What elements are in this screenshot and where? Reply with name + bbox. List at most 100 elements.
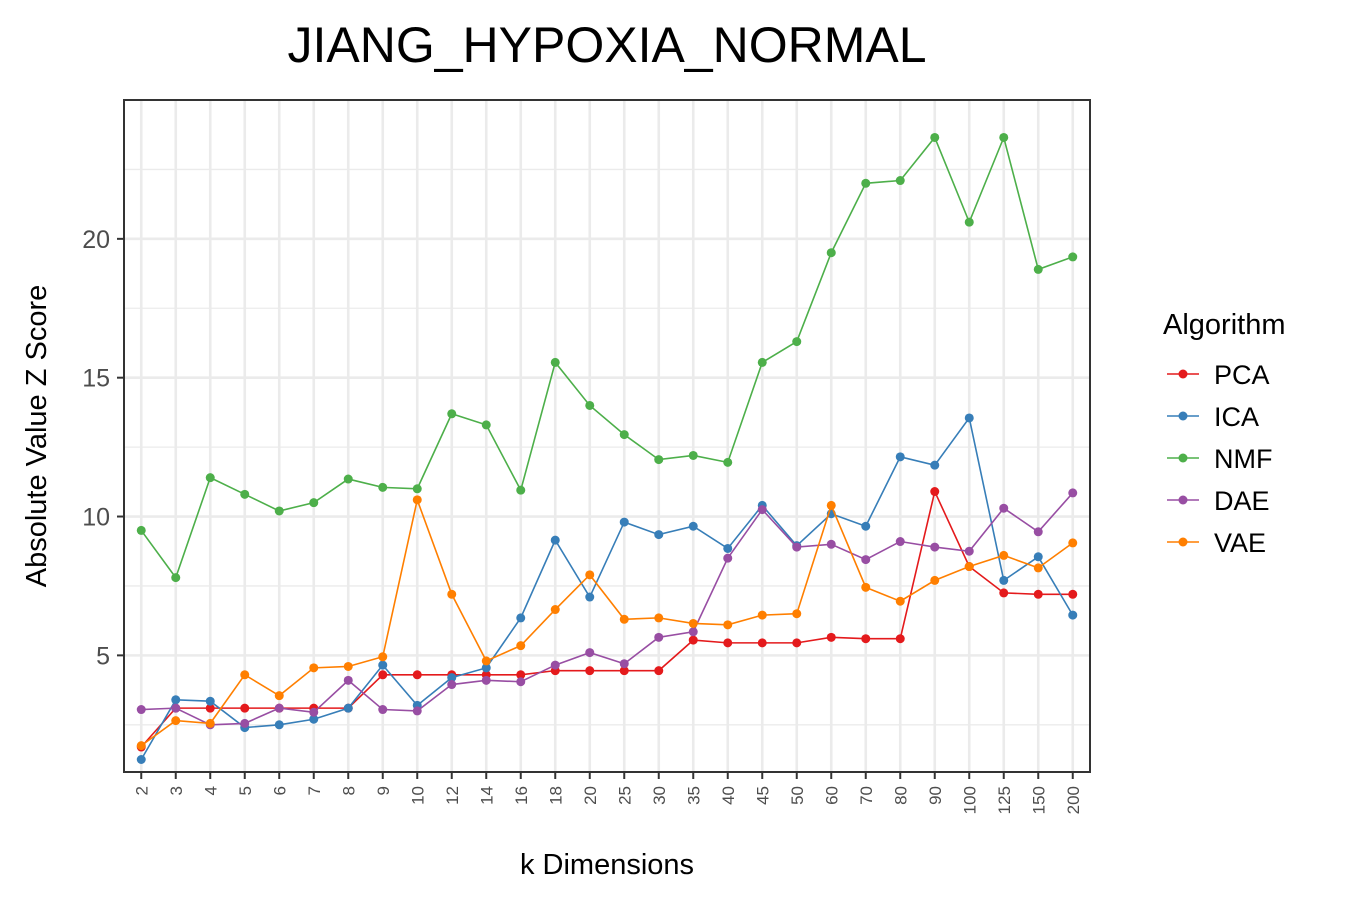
x-tick-label: 100 — [960, 786, 979, 814]
x-tick-label: 5 — [236, 786, 255, 795]
data-point — [895, 452, 905, 462]
data-point — [723, 457, 733, 467]
data-point — [550, 357, 560, 367]
data-point — [343, 675, 353, 685]
data-point — [619, 614, 629, 624]
data-point — [412, 670, 422, 680]
x-tick-label: 18 — [546, 786, 565, 805]
data-point — [205, 703, 215, 713]
data-point — [861, 555, 871, 565]
data-point — [895, 537, 905, 547]
data-point — [964, 546, 974, 556]
legend-item: PCA — [1167, 360, 1270, 390]
data-point — [550, 605, 560, 615]
data-point — [930, 487, 940, 497]
data-point — [826, 500, 836, 510]
legend-label: PCA — [1214, 360, 1270, 390]
series-line — [140, 489, 1073, 748]
data-point — [861, 582, 871, 592]
legend-marker — [1178, 537, 1188, 547]
data-point — [1068, 589, 1078, 599]
data-point — [654, 632, 664, 642]
x-tick-label: 150 — [1029, 786, 1048, 814]
x-tick-label: 16 — [512, 786, 531, 805]
data-point — [757, 505, 767, 515]
data-point — [654, 455, 664, 465]
data-point — [136, 755, 146, 765]
legend-marker — [1178, 411, 1188, 421]
data-point — [930, 460, 940, 470]
data-point — [309, 714, 319, 724]
data-point — [1033, 552, 1043, 562]
x-tick-label: 200 — [1064, 786, 1083, 814]
data-point — [1033, 589, 1043, 599]
data-point — [619, 517, 629, 527]
data-point — [171, 703, 181, 713]
data-point — [412, 495, 422, 505]
x-tick-label: 3 — [167, 786, 186, 795]
data-point — [930, 132, 940, 142]
data-point — [654, 666, 664, 676]
data-point — [585, 648, 595, 658]
data-point — [999, 132, 1009, 142]
x-tick-label: 12 — [443, 786, 462, 805]
data-point — [1068, 538, 1078, 548]
x-tick-label: 6 — [270, 786, 289, 795]
data-point — [999, 550, 1009, 560]
x-tick-label: 45 — [753, 786, 772, 805]
data-point — [171, 716, 181, 726]
data-point — [826, 632, 836, 642]
data-point — [826, 248, 836, 258]
data-point — [619, 659, 629, 669]
data-point — [930, 575, 940, 585]
series-vae — [136, 495, 1078, 751]
data-point — [136, 705, 146, 715]
data-point — [378, 482, 388, 492]
y-axis-title: Absolute Value Z Score — [21, 285, 53, 588]
data-point — [274, 703, 284, 713]
data-point — [999, 575, 1009, 585]
x-tick-label: 35 — [684, 786, 703, 805]
series-line — [140, 134, 1074, 580]
data-point — [688, 450, 698, 460]
x-tick-label: 10 — [408, 786, 427, 805]
data-point — [447, 673, 457, 683]
data-point — [171, 573, 181, 583]
data-point — [585, 592, 595, 602]
data-point — [205, 696, 215, 706]
data-point — [757, 357, 767, 367]
x-tick-label: 4 — [201, 786, 220, 795]
data-point — [999, 503, 1009, 513]
series-line — [141, 492, 1074, 726]
data-point — [1033, 264, 1043, 274]
data-point — [309, 663, 319, 673]
legend-marker — [1178, 453, 1188, 463]
data-point — [550, 660, 560, 670]
data-point — [516, 613, 526, 623]
data-point — [688, 627, 698, 637]
data-point — [412, 484, 422, 494]
data-point — [516, 485, 526, 495]
legend-item: VAE — [1167, 528, 1266, 558]
data-point — [723, 638, 733, 648]
panel-border — [123, 99, 1091, 773]
x-tick-label: 7 — [305, 786, 324, 795]
legend-label: ICA — [1214, 402, 1259, 432]
legend-item: DAE — [1167, 486, 1270, 516]
data-point — [688, 521, 698, 531]
data-point — [447, 589, 457, 599]
data-point — [654, 613, 664, 623]
data-point — [343, 661, 353, 671]
x-tick-label: 9 — [374, 786, 393, 795]
series-line — [140, 416, 1074, 760]
data-point — [585, 666, 595, 676]
data-point — [481, 675, 491, 685]
data-point — [171, 695, 181, 705]
data-point — [1068, 252, 1078, 262]
data-point — [895, 596, 905, 606]
data-point — [861, 521, 871, 531]
data-point — [240, 703, 250, 713]
data-point — [516, 641, 526, 651]
data-point — [585, 400, 595, 410]
